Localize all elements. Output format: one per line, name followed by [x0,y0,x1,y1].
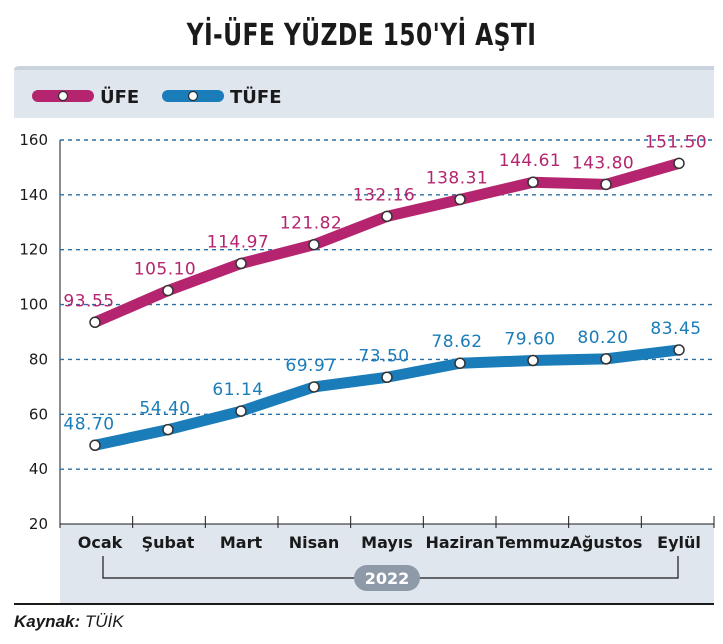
source-note: Kaynak: TÜİK [14,612,124,632]
data-label: 61.14 [212,380,263,400]
y-tick-label: 160 [19,131,48,149]
data-point [600,178,612,191]
year-pill [354,565,420,591]
legend-marker [57,90,69,102]
x-category-label: Eylül [657,533,701,552]
data-point [381,210,393,223]
data-label: 79.60 [504,330,555,350]
data-point [527,176,539,188]
data-label: 78.62 [431,332,482,352]
data-point [454,357,466,369]
x-category-label: Nisan [289,533,340,552]
data-point [308,381,320,393]
y-tick-label: 140 [19,186,48,204]
data-point [381,371,393,384]
year-label: 2022 [365,569,410,588]
data-label: 80.20 [577,328,628,348]
data-point [454,193,466,206]
data-label: 151.50 [645,132,707,152]
series-group: 93.55 105.10 114.97 121.82 132.16 138.31 144.6… [63,132,707,452]
legend-label: TÜFE [230,86,282,108]
x-category-label: Haziran [425,533,494,552]
x-category-label: Mart [220,533,263,552]
legend-marker [187,90,199,102]
y-axis-ticks: 20 40 60 80 100 120 140 160 [19,131,48,533]
data-label: 121.82 [280,214,342,234]
x-category-label: Şubat [142,533,195,552]
legend-panel [14,70,714,118]
data-point [308,238,320,251]
x-category-label: Temmuz [496,533,570,552]
data-label: 73.50 [358,346,409,366]
year-bracket: 2022 [102,556,679,591]
data-label: 144.61 [499,151,561,171]
legend-item-üfe: ÜFE [32,86,139,108]
x-category-label: Mayıs [361,533,413,552]
data-point [673,344,685,356]
y-tick-label: 20 [29,515,48,533]
data-point [89,316,101,329]
data-point [89,439,101,452]
data-point [235,405,247,417]
x-category-label: Ağustos [570,533,643,552]
data-label: 138.31 [426,168,488,188]
data-label: 54.40 [139,399,190,419]
chart-title: Yİ-ÜFE YÜZDE 150'Yİ AŞTI [186,18,537,53]
data-point [235,257,247,270]
data-label: 105.10 [134,260,196,280]
data-label: 48.70 [63,414,114,434]
series-tüfe: 48.70 54.40 61.14 69.97 73.50 78.62 79.60 80.20… [63,319,701,452]
legend-panel-edge [14,66,714,70]
series-üfe: 93.55 105.10 114.97 121.82 132.16 138.31 144.6… [63,132,707,329]
source-label: Kaynak: [14,612,81,631]
data-point [527,354,539,367]
legend-item-tüfe: TÜFE [162,86,282,108]
data-label: 93.55 [63,291,114,311]
data-label: 83.45 [650,319,701,339]
y-tick-label: 60 [29,405,48,423]
data-label: 114.97 [207,233,269,253]
data-point [162,284,174,297]
x-category-label: Ocak [78,533,123,552]
chart-background [14,66,714,605]
y-tick-label: 120 [19,241,48,259]
data-label: 132.16 [353,185,415,205]
data-point [600,353,612,365]
source-value: TÜİK [84,612,124,631]
data-point [673,157,685,170]
x-axis-categories: Ocak Şubat Mart Nisan Mayıs Haziran Temmuz Ağus… [59,516,715,552]
y-tick-label: 80 [29,350,48,368]
data-point [162,423,174,436]
legend: ÜFE TÜFE [32,86,282,108]
data-label: 69.97 [285,356,336,376]
data-label: 143.80 [572,153,634,173]
y-tick-label: 40 [29,460,48,478]
y-tick-label: 100 [19,296,48,314]
legend-label: ÜFE [100,86,139,108]
